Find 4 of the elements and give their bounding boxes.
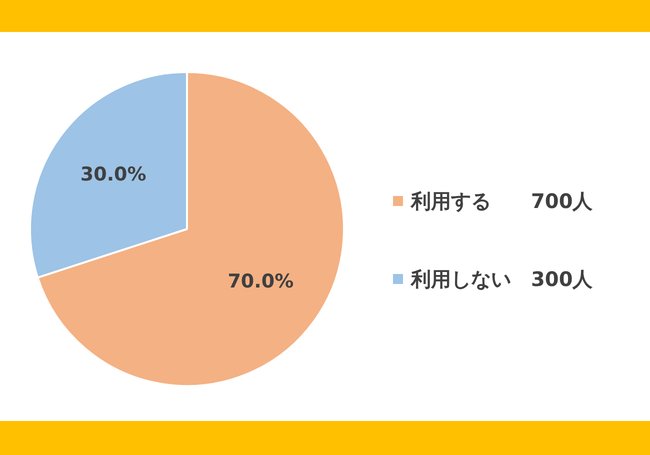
legend-label: 利用する 700人 bbox=[411, 188, 593, 214]
data-label: 30.0% bbox=[80, 163, 146, 186]
data-label: 70.0% bbox=[228, 270, 294, 292]
legend-label: 利用しない 300人 bbox=[411, 266, 593, 292]
